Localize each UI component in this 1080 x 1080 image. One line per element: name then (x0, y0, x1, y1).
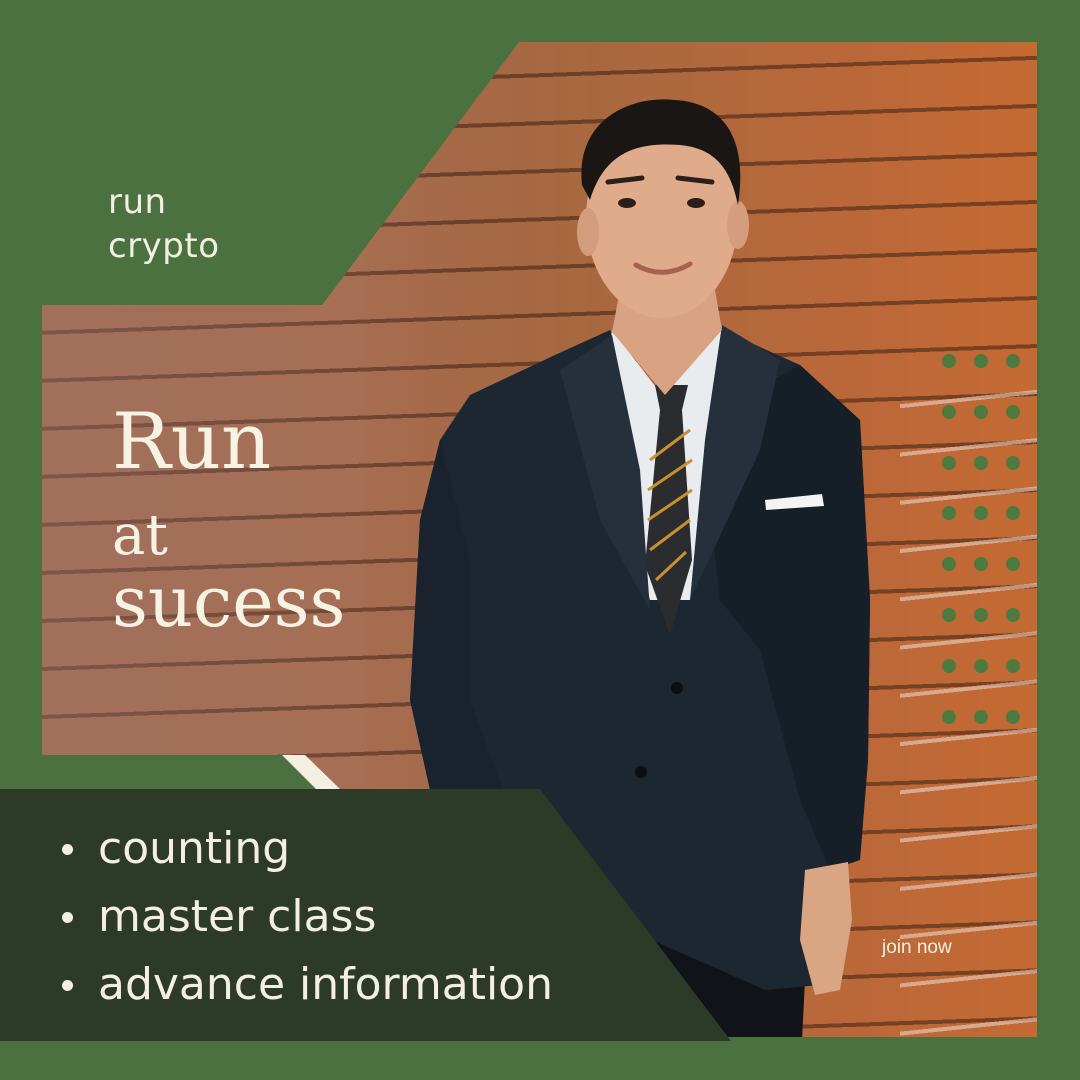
feature-list: counting master class advance informatio… (60, 815, 553, 1019)
grid-dot (1006, 557, 1020, 572)
brand-name: run crypto (108, 180, 220, 268)
grid-dot (1006, 506, 1020, 521)
grid-dot (974, 404, 988, 419)
dot-grid-decoration (942, 354, 1026, 726)
grid-dot (974, 354, 988, 368)
grid-dot (974, 608, 988, 622)
grid-dot (942, 557, 956, 572)
headline: Run at sucess (112, 392, 345, 638)
grid-dot (1006, 608, 1020, 622)
join-now-link[interactable]: join now (882, 937, 952, 958)
grid-dot (974, 455, 988, 470)
grid-dot (1006, 354, 1020, 368)
headline-line-1: Run (112, 397, 272, 487)
grid-dot (942, 608, 956, 622)
list-item: counting (60, 815, 553, 883)
brand-line-1: run (108, 182, 167, 222)
headline-line-2: at (112, 503, 168, 568)
grid-dot (942, 658, 956, 673)
feature-label: counting (98, 823, 291, 874)
list-item: advance information (60, 951, 553, 1019)
headline-line-3: sucess (112, 561, 346, 643)
list-item: master class (60, 883, 553, 951)
grid-dot (974, 709, 988, 724)
feature-label: master class (98, 891, 377, 942)
grid-dot (942, 506, 956, 521)
grid-dot (974, 506, 988, 521)
grid-dot (1006, 404, 1020, 419)
grid-dot (942, 709, 956, 724)
grid-dot (1006, 658, 1020, 673)
wall-sheen (900, 360, 1037, 1037)
grid-dot (942, 354, 956, 368)
grid-dot (942, 404, 956, 419)
bullet-icon (62, 844, 73, 855)
bullet-icon (62, 912, 73, 923)
grid-dot (942, 455, 956, 470)
brand-line-2: crypto (108, 226, 220, 266)
grid-dot (974, 557, 988, 572)
bullet-icon (62, 980, 73, 991)
grid-dot (1006, 455, 1020, 470)
grid-dot (1006, 709, 1020, 724)
feature-label: advance information (98, 959, 553, 1010)
bottom-green-strip (0, 755, 340, 790)
grid-dot (974, 658, 988, 673)
